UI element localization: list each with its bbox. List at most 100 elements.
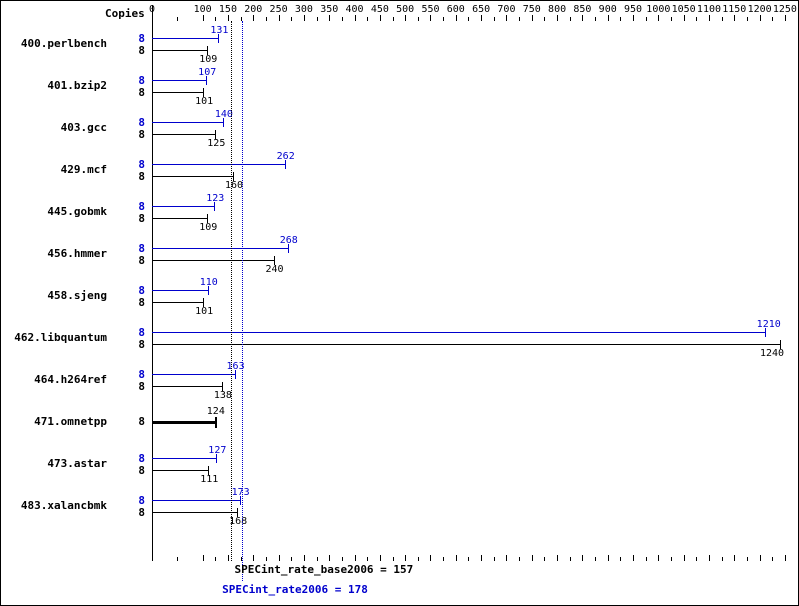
value-rate: 140 (215, 109, 233, 120)
benchmark-label: 458.sjeng (11, 289, 107, 302)
minor-tick (393, 17, 394, 21)
minor-tick-bottom (722, 557, 723, 561)
minor-tick-bottom (696, 557, 697, 561)
minor-tick (696, 17, 697, 21)
value-base: 109 (199, 222, 217, 233)
minor-tick (671, 17, 672, 21)
value-rate: 131 (210, 25, 228, 36)
minor-tick-bottom (468, 557, 469, 561)
value-base: 101 (195, 96, 213, 107)
bar-base (152, 512, 237, 513)
bar-base (152, 218, 207, 219)
minor-tick (418, 17, 419, 21)
minor-tick (544, 17, 545, 21)
minor-tick-bottom (443, 557, 444, 561)
tick-label: 1150 (722, 4, 746, 15)
tick-label: 800 (548, 4, 566, 15)
bar-rate (152, 290, 208, 291)
minor-tick-bottom (317, 557, 318, 561)
tick-label: 1000 (646, 4, 670, 15)
value-base: 111 (200, 474, 218, 485)
tick-mark-bottom (658, 555, 659, 561)
minor-tick-bottom (544, 557, 545, 561)
minor-tick (570, 17, 571, 21)
ref-line-rate (242, 21, 243, 581)
tick-label: 200 (244, 4, 262, 15)
tick-mark (430, 15, 431, 21)
tick-label: 500 (396, 4, 414, 15)
tick-label: 550 (421, 4, 439, 15)
tick-mark-bottom (152, 555, 153, 561)
tick-label: 100 (194, 4, 212, 15)
tick-mark-bottom (684, 555, 685, 561)
tick-label: 1200 (748, 4, 772, 15)
value-base: 1240 (760, 348, 784, 359)
bar-base (152, 470, 208, 471)
minor-tick (747, 17, 748, 21)
copies-base: 8 (131, 415, 145, 428)
summary-rate: SPECint_rate2006 = 178 (222, 583, 368, 596)
minor-tick (494, 17, 495, 21)
tick-label: 350 (320, 4, 338, 15)
tick-label: 950 (624, 4, 642, 15)
value-base: 240 (266, 264, 284, 275)
tick-mark-bottom (456, 555, 457, 561)
bar-base (152, 260, 274, 261)
tick-mark-bottom (481, 555, 482, 561)
tick-mark (760, 15, 761, 21)
tick-label: 850 (573, 4, 591, 15)
bar-base (152, 134, 215, 135)
benchmark-label: 462.libquantum (11, 331, 107, 344)
minor-tick (772, 17, 773, 21)
benchmark-label: 401.bzip2 (11, 79, 107, 92)
copies-base: 8 (131, 212, 145, 225)
tick-mark-bottom (329, 555, 330, 561)
copies-base: 8 (131, 128, 145, 141)
value-base: 138 (214, 390, 232, 401)
tick-mark-bottom (506, 555, 507, 561)
tick-mark (633, 15, 634, 21)
tick-label: 450 (371, 4, 389, 15)
bar-base (152, 92, 203, 93)
value-base: 125 (207, 138, 225, 149)
copies-base: 8 (131, 44, 145, 57)
copies-base: 8 (131, 380, 145, 393)
minor-tick-bottom (620, 557, 621, 561)
bar-rate (152, 458, 216, 459)
tick-mark (532, 15, 533, 21)
minor-tick (443, 17, 444, 21)
value-rate: 110 (200, 277, 218, 288)
summary-base: SPECint_rate_base2006 = 157 (234, 563, 413, 576)
minor-tick (215, 17, 216, 21)
copies-base: 8 (131, 296, 145, 309)
tick-mark (405, 15, 406, 21)
minor-tick-bottom (177, 557, 178, 561)
minor-tick-bottom (772, 557, 773, 561)
minor-tick-bottom (266, 557, 267, 561)
benchmark-label: 400.perlbench (11, 37, 107, 50)
value-rate: 268 (280, 235, 298, 246)
tick-mark (506, 15, 507, 21)
benchmark-label: 473.astar (11, 457, 107, 470)
tick-label: 700 (497, 4, 515, 15)
tick-mark-bottom (304, 555, 305, 561)
minor-tick (620, 17, 621, 21)
minor-tick-bottom (570, 557, 571, 561)
tick-label: 1100 (697, 4, 721, 15)
tick-mark-bottom (709, 555, 710, 561)
tick-mark-bottom (734, 555, 735, 561)
minor-tick-bottom (393, 557, 394, 561)
copies-base: 8 (131, 170, 145, 183)
bar-rate (152, 248, 288, 249)
ref-line-base (231, 21, 232, 561)
bar-rate (152, 122, 223, 123)
bar-rate (152, 38, 218, 39)
copies-header: Copies (105, 7, 145, 20)
tick-mark (481, 15, 482, 21)
benchmark-label: 445.gobmk (11, 205, 107, 218)
tick-label: 600 (447, 4, 465, 15)
tick-mark-bottom (380, 555, 381, 561)
minor-tick (595, 17, 596, 21)
copies-base: 8 (131, 506, 145, 519)
tick-mark (785, 15, 786, 21)
